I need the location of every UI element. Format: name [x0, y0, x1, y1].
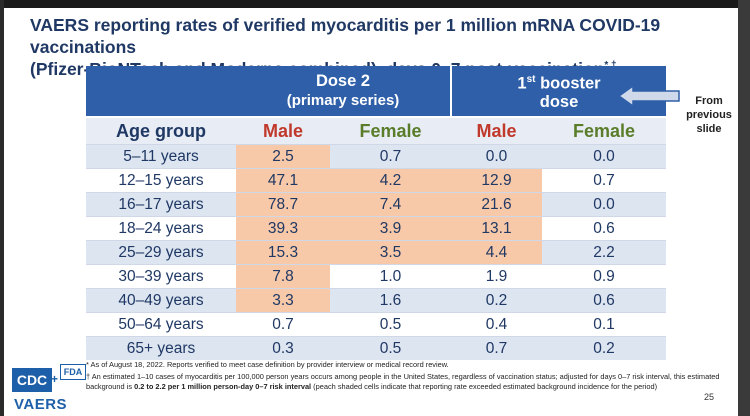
- table-row: 50–64 years 0.7 0.5 0.4 0.1: [86, 312, 666, 337]
- dose2-male-cell: 78.7: [236, 192, 330, 217]
- booster-male-cell: 0.0: [451, 144, 542, 169]
- title-line-1: VAERS reporting rates of verified myocar…: [30, 15, 661, 57]
- dose2-female-cell: 1.0: [330, 264, 451, 289]
- booster-female-cell: 0.9: [542, 264, 666, 289]
- age-group-cell: 40–49 years: [86, 288, 236, 313]
- dose2-male-cell: 0.7: [236, 312, 330, 337]
- table-row: 18–24 years 39.3 3.9 13.1 0.6: [86, 216, 666, 241]
- dose2-female-cell: 4.2: [330, 168, 451, 193]
- myocarditis-rates-table: Dose 2 (primary series) 1st booster dose…: [86, 66, 666, 360]
- booster-male-cell: 0.2: [451, 288, 542, 313]
- footnote-dagger: † An estimated 1–10 cases of myocarditis…: [86, 372, 720, 391]
- age-group-cell: 30–39 years: [86, 264, 236, 289]
- vaers-logo: VAERS: [14, 396, 68, 413]
- cdc-logo: CDC: [12, 368, 52, 392]
- table-group-header-row: Dose 2 (primary series) 1st booster dose: [86, 66, 666, 117]
- dose2-female-cell: 1.6: [330, 288, 451, 313]
- table-row: 5–11 years 2.5 0.7 0.0 0.0: [86, 144, 666, 169]
- col-header-dose2-female: Female: [330, 116, 451, 145]
- screen-frame-top: [0, 0, 750, 8]
- booster-male-cell: 0.4: [451, 312, 542, 337]
- booster-female-cell: 0.1: [542, 312, 666, 337]
- dose2-male-cell: 7.8: [236, 264, 330, 289]
- booster-female-cell: 0.7: [542, 168, 666, 193]
- dose2-male-cell: 3.3: [236, 288, 330, 313]
- dose2-male-cell: 39.3: [236, 216, 330, 241]
- dose2-female-cell: 3.9: [330, 216, 451, 241]
- col-header-booster-female: Female: [542, 116, 666, 145]
- booster-female-cell: 0.2: [542, 336, 666, 360]
- age-group-cell: 18–24 years: [86, 216, 236, 241]
- dose2-female-cell: 7.4: [330, 192, 451, 217]
- from-previous-slide-note: From previous slide: [686, 95, 732, 135]
- table-row: 40–49 years 3.3 1.6 0.2 0.6: [86, 288, 666, 313]
- arrow-left-icon: [617, 84, 680, 108]
- booster-female-cell: 0.6: [542, 216, 666, 241]
- booster-male-cell: 0.7: [451, 336, 542, 360]
- booster-male-cell: 21.6: [451, 192, 542, 217]
- col-header-age-group: Age group: [86, 116, 236, 145]
- dose2-female-cell: 0.5: [330, 312, 451, 337]
- screen-frame-left: [0, 0, 4, 416]
- booster-male-cell: 13.1: [451, 216, 542, 241]
- plus-sign: +: [51, 372, 59, 386]
- fda-logo: FDA: [60, 364, 86, 380]
- dose2-male-cell: 0.3: [236, 336, 330, 360]
- table-column-header-row: Age group Male Female Male Female: [86, 116, 666, 145]
- booster-male-cell: 1.9: [451, 264, 542, 289]
- dose2-female-cell: 3.5: [330, 240, 451, 265]
- table-row: 16–17 years 78.7 7.4 21.6 0.0: [86, 192, 666, 217]
- dose2-male-cell: 2.5: [236, 144, 330, 169]
- blank-header-cell: [86, 66, 236, 117]
- screen-frame-right: [738, 0, 750, 416]
- dose2-female-cell: 0.5: [330, 336, 451, 360]
- table-row: 30–39 years 7.8 1.0 1.9 0.9: [86, 264, 666, 289]
- page-number: 25: [704, 392, 715, 402]
- booster-female-cell: 2.2: [542, 240, 666, 265]
- dose2-group-header: Dose 2 (primary series): [236, 66, 451, 117]
- age-group-cell: 12–15 years: [86, 168, 236, 193]
- table-row: 25–29 years 15.3 3.5 4.4 2.2: [86, 240, 666, 265]
- booster-male-cell: 4.4: [451, 240, 542, 265]
- col-header-dose2-male: Male: [236, 116, 330, 145]
- table-row: 65+ years 0.3 0.5 0.7 0.2: [86, 336, 666, 360]
- footnotes: * As of August 18, 2022. Reports verifie…: [86, 360, 726, 394]
- dose2-male-cell: 47.1: [236, 168, 330, 193]
- dose2-female-cell: 0.7: [330, 144, 451, 169]
- booster-female-cell: 0.6: [542, 288, 666, 313]
- booster-female-cell: 0.0: [542, 144, 666, 169]
- footnote-asterisk: * As of August 18, 2022. Reports verifie…: [86, 360, 449, 369]
- dose2-male-cell: 15.3: [236, 240, 330, 265]
- age-group-cell: 65+ years: [86, 336, 236, 360]
- age-group-cell: 5–11 years: [86, 144, 236, 169]
- booster-male-cell: 12.9: [451, 168, 542, 193]
- age-group-cell: 50–64 years: [86, 312, 236, 337]
- table-row: 12–15 years 47.1 4.2 12.9 0.7: [86, 168, 666, 193]
- age-group-cell: 25–29 years: [86, 240, 236, 265]
- age-group-cell: 16–17 years: [86, 192, 236, 217]
- col-header-booster-male: Male: [451, 116, 542, 145]
- booster-female-cell: 0.0: [542, 192, 666, 217]
- title-footnote-marks: *,†: [604, 60, 616, 71]
